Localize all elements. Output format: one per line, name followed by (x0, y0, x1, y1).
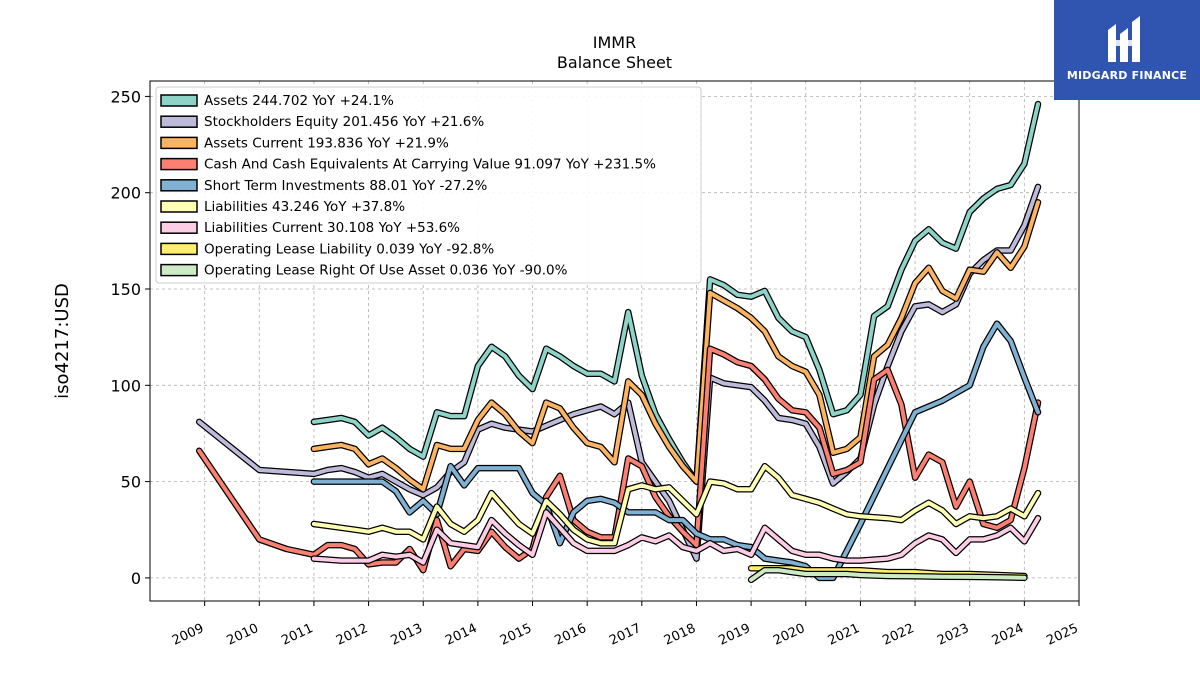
series-line (311, 510, 1040, 565)
x-tick-label: 2013 (389, 621, 425, 649)
legend-label: Liabilities Current 30.108 YoY +53.6% (204, 220, 460, 236)
x-tick-label: 2017 (607, 621, 643, 649)
x-tick-label: 2012 (334, 621, 370, 649)
legend-item: Short Term Investments 88.01 YoY -27.2% (160, 178, 487, 194)
x-tick-label: 2011 (279, 621, 315, 649)
y-tick-label: 150 (110, 280, 141, 299)
legend-swatch (160, 179, 198, 192)
chart-subtitle: Balance Sheet (557, 53, 672, 72)
legend-box (155, 86, 702, 284)
series-6 (310, 509, 1042, 566)
legend-swatch (160, 115, 198, 128)
legend-item: Liabilities 43.246 YoY +37.8% (160, 199, 405, 215)
legend-swatch (160, 263, 198, 277)
legend-swatch (160, 94, 198, 107)
x-tick-label: 2024 (990, 621, 1026, 649)
legend-label: Cash And Cash Equivalents At Carrying Va… (204, 157, 656, 173)
y-tick-label: 250 (110, 87, 141, 106)
legend-label: Operating Lease Right Of Use Asset 0.036… (204, 263, 568, 279)
legend-swatch (160, 221, 198, 234)
x-tick-label: 2019 (716, 621, 752, 649)
x-tick-label: 2023 (935, 621, 971, 649)
legend-swatch (160, 136, 198, 150)
x-tick-label: 2015 (498, 621, 534, 649)
series-line (311, 321, 1040, 580)
legend-item: Operating Lease Liability 0.039 YoY -92.… (160, 241, 494, 257)
plot-frame (149, 80, 1080, 602)
y-tick-label: 0 (131, 569, 141, 588)
series-4 (310, 320, 1042, 582)
legend: Assets 244.702 YoY +24.1% Stockholders Eq… (155, 86, 702, 284)
chart-title: IMMR (593, 33, 636, 52)
legend-label: Stockholders Equity 201.456 YoY +21.6% (204, 114, 484, 130)
series-group (195, 100, 1042, 584)
x-tick-label: 2016 (553, 621, 589, 649)
series-line (311, 464, 1040, 546)
x-tick-label: 2018 (662, 621, 698, 649)
legend-label: Assets 244.702 YoY +24.1% (204, 93, 394, 109)
legend-label: Assets Current 193.836 YoY +21.9% (204, 135, 449, 151)
x-tick-label: 2021 (826, 621, 862, 649)
x-tick-label: 2025 (1044, 621, 1080, 649)
x-tick-label: 2010 (225, 621, 261, 649)
legend-swatch (160, 242, 198, 256)
y-tick-label: 100 (110, 376, 141, 395)
y-axis-label: iso4217:USD (52, 283, 73, 399)
legend-item: Cash And Cash Equivalents At Carrying Va… (160, 157, 656, 173)
legend-label: Short Term Investments 88.01 YoY -27.2% (204, 178, 487, 194)
series-line (749, 568, 1027, 582)
logo-mark-icon (1108, 16, 1140, 62)
legend-swatch (160, 157, 198, 171)
series-line (311, 200, 1040, 492)
legend-label: Liabilities 43.246 YoY +37.8% (204, 199, 405, 215)
legend-item: Liabilities Current 30.108 YoY +53.6% (160, 220, 460, 236)
x-tick-label: 2020 (771, 621, 807, 649)
x-tick-label: 2022 (880, 621, 916, 649)
legend-swatch (160, 200, 198, 213)
x-tick-label: 2009 (170, 621, 206, 649)
series-2 (310, 199, 1042, 493)
logo-text: MIDGARD FINANCE (1066, 69, 1188, 82)
series-5 (310, 462, 1042, 547)
y-tick-label: 50 (121, 473, 141, 492)
series-8 (747, 566, 1028, 584)
series-0 (310, 100, 1042, 485)
y-tick-label: 200 (110, 184, 141, 203)
x-tick-label: 2014 (443, 621, 479, 649)
legend-item: Assets 244.702 YoY +24.1% (160, 93, 394, 109)
series-line (311, 102, 1040, 484)
legend-label: Operating Lease Liability 0.039 YoY -92.… (204, 241, 494, 257)
brand-logo: MIDGARD FINANCE (1054, 0, 1200, 100)
legend-item: Operating Lease Right Of Use Asset 0.036… (160, 263, 568, 279)
legend-item: Stockholders Equity 201.456 YoY +21.6% (160, 114, 484, 130)
legend-item: Assets Current 193.836 YoY +21.9% (160, 135, 449, 151)
